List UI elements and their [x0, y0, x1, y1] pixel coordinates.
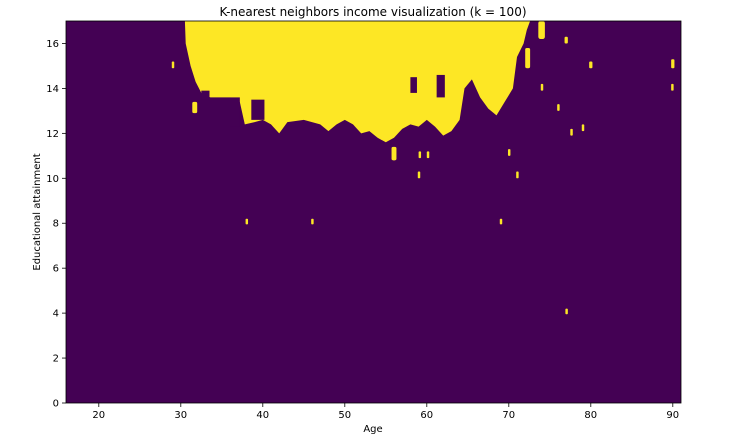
heatmap-high-cell [570, 128, 573, 136]
x-tick-label: 60 [420, 410, 433, 421]
chart-title: K-nearest neighbors income visualization… [219, 5, 526, 19]
heatmap-low-cell [251, 99, 265, 120]
x-tick-label: 30 [174, 410, 187, 421]
heatmap-high-cell [671, 83, 674, 91]
heatmap-low-cell [410, 77, 417, 93]
heatmap-high-cell [516, 171, 519, 179]
heatmap-high-cell [192, 101, 198, 114]
x-axis-label: Age [363, 424, 382, 435]
y-tick-label: 12 [46, 129, 59, 140]
y-tick-label: 8 [53, 219, 59, 230]
y-axis-label: Educational attainment [32, 153, 43, 270]
y-tick-label: 4 [53, 309, 59, 320]
heatmap-high-cell [557, 104, 560, 111]
heatmap-high-cell [589, 61, 593, 69]
heatmap-low-cell [201, 90, 210, 100]
y-tick-label: 16 [46, 39, 59, 50]
heatmap-high-cell [564, 36, 568, 44]
y-tick-label: 6 [53, 264, 59, 275]
y-tick-label: 10 [46, 174, 59, 185]
y-tick-label: 2 [53, 354, 59, 365]
heatmap-high-cell [507, 149, 511, 156]
heatmap-high-cell [391, 146, 397, 161]
x-tick-label: 90 [666, 410, 679, 421]
heatmap-high-cell [418, 151, 422, 159]
y-tick-label: 0 [53, 399, 59, 410]
heatmap-high-cell [525, 47, 531, 69]
x-tick-label: 70 [502, 410, 515, 421]
plot-frame [65, 20, 682, 404]
x-tick-label: 50 [338, 410, 351, 421]
x-tick-label: 40 [256, 410, 269, 421]
heatmap-high-cell [245, 218, 249, 225]
heatmap-high-cell [565, 308, 568, 315]
heatmap-high-cell [538, 21, 545, 39]
heatmap-high-cell [581, 124, 585, 132]
y-axis: 0 2 4 6 8 10 12 14 16 [46, 39, 66, 410]
heatmap-high-cell [540, 83, 544, 91]
y-tick-label: 14 [46, 84, 59, 95]
heatmap-high-region [184, 21, 531, 143]
x-tick-label: 20 [92, 410, 105, 421]
heatmap-low-cell [230, 97, 240, 127]
heatmap-high-cell [417, 171, 421, 179]
heatmap-high-cell [426, 151, 430, 159]
heatmap-low-cell [436, 74, 445, 98]
plot-area [65, 20, 682, 404]
heatmap-high-cell [671, 59, 675, 69]
x-tick-label: 80 [584, 410, 597, 421]
heatmap-high-cell [499, 218, 503, 225]
heatmap-high-cell [171, 61, 175, 69]
x-axis: 20 30 40 50 60 70 80 90 [92, 403, 679, 421]
heatmap-high-cell [311, 218, 314, 225]
